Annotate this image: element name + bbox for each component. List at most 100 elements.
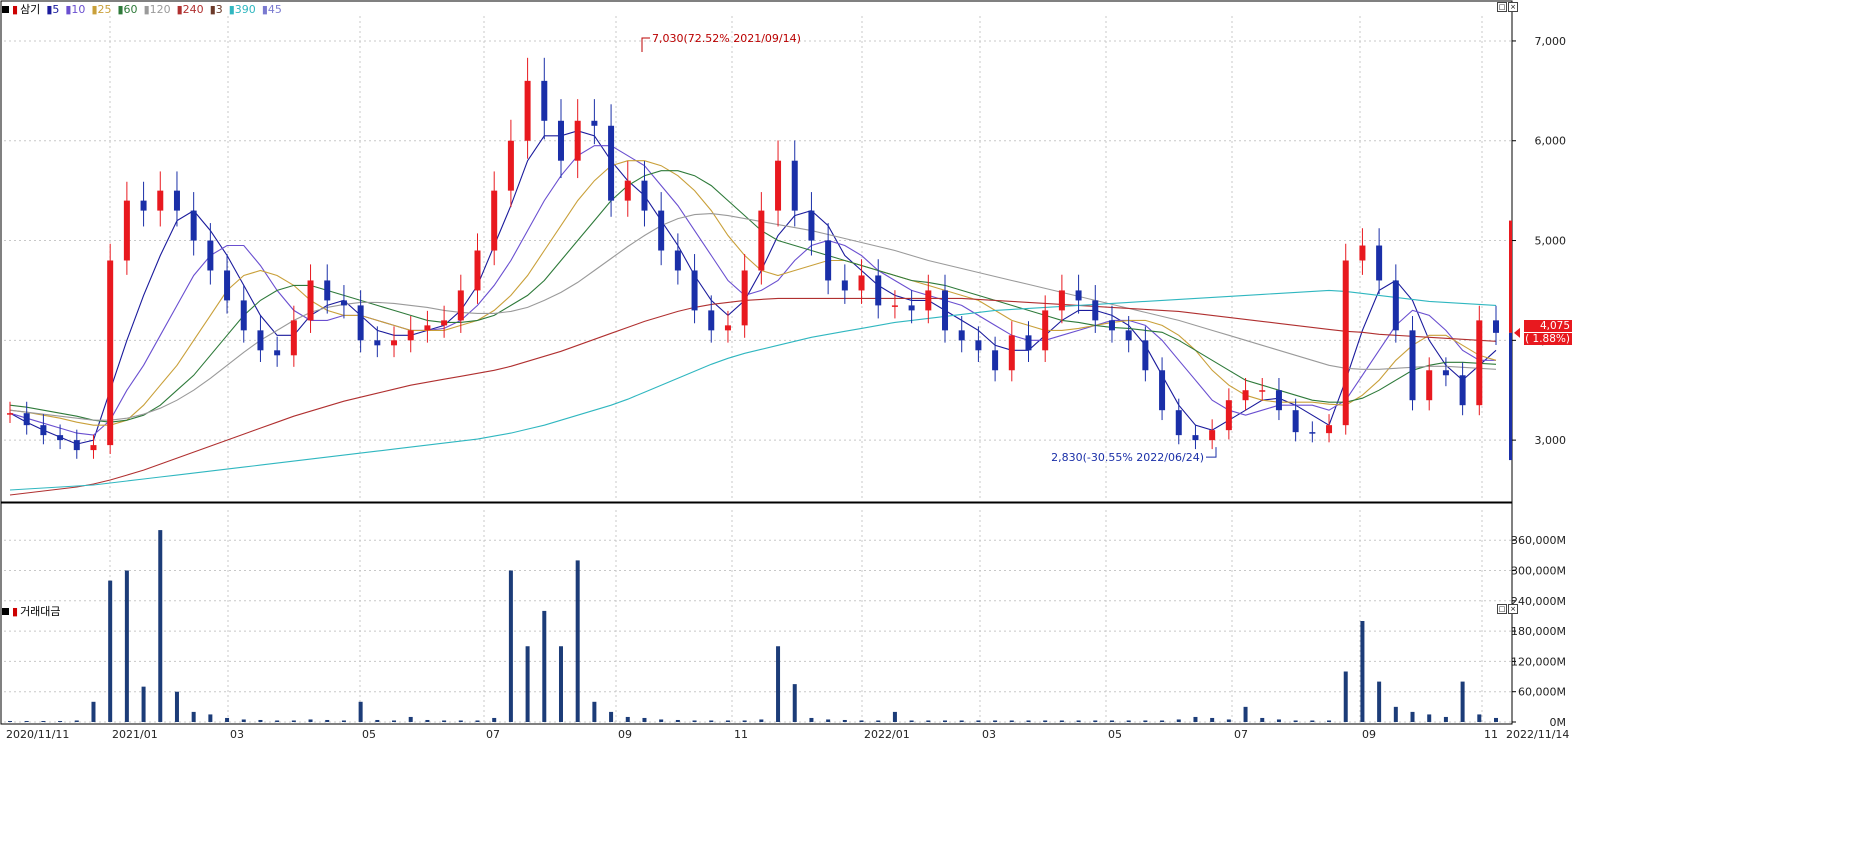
- volume-bar: [1343, 671, 1348, 722]
- volume-bar: [275, 720, 280, 722]
- volume-bar: [1360, 621, 1365, 722]
- candle-body: [123, 200, 130, 261]
- candle-body: [73, 440, 80, 451]
- candle-body: [891, 305, 898, 307]
- volume-bar: [809, 717, 814, 722]
- volume-bar: [625, 716, 630, 722]
- volume-bar: [108, 580, 113, 722]
- candle-body: [290, 320, 297, 356]
- volume-bar: [1327, 720, 1332, 722]
- candle-body: [908, 305, 915, 311]
- volume-bar: [208, 714, 213, 722]
- ma-390-line: [9, 289, 1497, 491]
- candle-body: [1426, 370, 1433, 401]
- volume-bar: [1443, 716, 1448, 722]
- volume-bar: [1260, 717, 1265, 722]
- volume-bar: [742, 720, 747, 722]
- volume-bar: [41, 720, 46, 722]
- candle-body: [391, 340, 398, 346]
- candle-body: [658, 210, 665, 251]
- legend-items: ▮5 ▮10 ▮25 ▮60 ▮120 ▮240 ▮3 ▮390 ▮45: [46, 3, 288, 16]
- volume-bar: [1109, 720, 1114, 722]
- volume-bar: [458, 720, 463, 722]
- candle-body: [1342, 260, 1349, 426]
- candle-body: [1092, 300, 1099, 321]
- candle-body: [1075, 290, 1082, 301]
- date-tick-label: 09: [618, 728, 632, 741]
- volume-bar: [325, 719, 330, 722]
- volume-bar: [776, 646, 781, 722]
- candle-body: [808, 210, 815, 241]
- legend-item-ma120: ▮120: [143, 2, 171, 16]
- candle-body: [324, 280, 331, 301]
- candle-body: [624, 180, 631, 201]
- volume-bar: [1460, 681, 1465, 722]
- volume-bar: [308, 719, 313, 722]
- volume-bar: [1076, 720, 1081, 722]
- date-tick-label: 07: [486, 728, 500, 741]
- legend-item-ma60: ▮60: [117, 2, 138, 16]
- low-annotation: 2,830(-30.55% 2022/06/24): [1051, 451, 1204, 464]
- volume-bar: [1477, 714, 1482, 722]
- candle-body: [240, 300, 247, 331]
- volume-bar: [692, 720, 697, 722]
- candle-body: [1042, 310, 1049, 351]
- candle-body: [407, 330, 414, 341]
- candle-body: [942, 290, 949, 331]
- candle-body: [1292, 410, 1299, 433]
- date-tick-label: 2022/11/14: [1506, 728, 1569, 741]
- volume-bar: [1243, 706, 1248, 722]
- volume-bar: [659, 719, 664, 722]
- volume-bar: [675, 719, 680, 722]
- date-tick-label: 03: [982, 728, 996, 741]
- candle-body: [107, 260, 114, 446]
- close-icon[interactable]: ×: [1508, 604, 1518, 614]
- pane-square-icon: [2, 607, 9, 615]
- price-tick-label: 7,000: [1535, 35, 1567, 48]
- ma-120-line: [9, 213, 1497, 421]
- volume-bar: [58, 720, 63, 722]
- candle-body: [1192, 435, 1199, 441]
- volume-bar: [241, 719, 246, 722]
- candle-body: [557, 120, 564, 161]
- volume-bar: [124, 570, 129, 722]
- legend-item-ma3: ▮3: [209, 2, 223, 16]
- volume-bar: [1377, 681, 1382, 722]
- volume-bar: [8, 720, 12, 722]
- volume-bar: [1093, 720, 1098, 722]
- candle-body: [1159, 370, 1166, 411]
- low-marker-line: [1206, 447, 1217, 458]
- symbol-name: 삼기: [20, 3, 41, 16]
- volume-bar: [926, 720, 931, 722]
- candle-body: [641, 180, 648, 211]
- maximize-icon[interactable]: □: [1497, 604, 1507, 614]
- volume-bar: [258, 719, 263, 722]
- candle-body: [274, 350, 281, 356]
- volume-bar: [859, 720, 864, 722]
- volume-bar: [709, 720, 714, 722]
- candle-body: [875, 275, 882, 306]
- annotations: 7,030(72.52% 2021/09/14) 2,830(-30.55% 20…: [641, 32, 1520, 464]
- volume-tick-label: 180,000M: [1511, 625, 1566, 638]
- candle-body: [441, 320, 448, 326]
- candle-body: [374, 340, 381, 346]
- volume-bar: [375, 719, 380, 722]
- volume-tick-label: 240,000M: [1511, 595, 1566, 608]
- date-tick-label: 03: [230, 728, 244, 741]
- candle-body: [207, 240, 214, 271]
- legend-marker-icon: ▮: [12, 604, 19, 618]
- volume-bar: [442, 720, 447, 722]
- maximize-icon[interactable]: □: [1497, 2, 1507, 12]
- close-icon[interactable]: ×: [1508, 2, 1518, 12]
- moving-average-lines: [9, 130, 1497, 496]
- candle-body: [307, 280, 314, 321]
- candle-body: [1108, 320, 1115, 331]
- volume-bar: [408, 716, 413, 722]
- legend-item-ma390: ▮390: [228, 2, 256, 16]
- volume-label: 거래대금: [20, 605, 61, 618]
- volume-bar: [225, 717, 230, 722]
- candle-body: [140, 200, 147, 211]
- volume-bar: [876, 720, 881, 722]
- candle-body: [1125, 330, 1132, 341]
